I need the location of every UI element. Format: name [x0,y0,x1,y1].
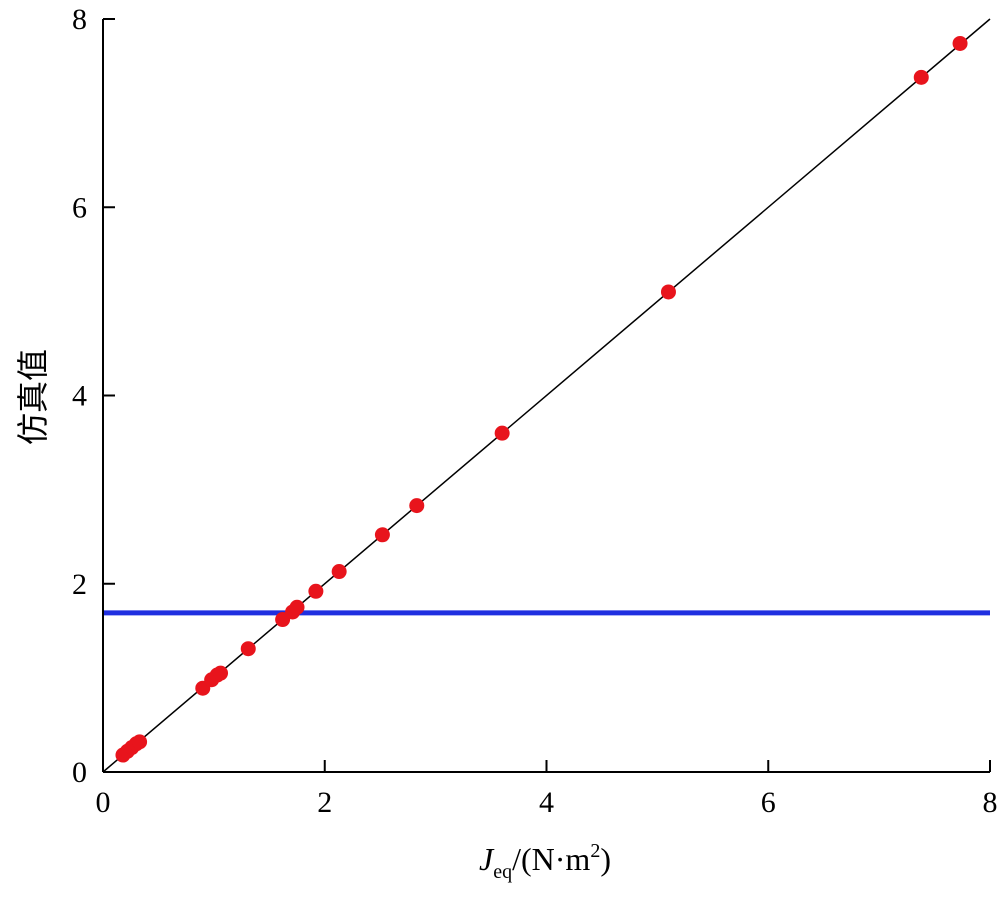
x-tick-label: 2 [317,786,332,819]
data-point [952,35,968,51]
data-point [240,641,256,657]
y-axis-label: 仿真值 [15,349,51,445]
x-tick-label: 0 [96,786,111,819]
data-point [913,69,929,85]
x-axis-label-main: J [479,841,495,877]
y-tick-label: 2 [72,568,87,601]
x-axis-label: Jeq/(N·m2) [479,840,611,883]
data-point [409,498,425,514]
data-point [213,665,229,681]
x-axis-label-close: ) [600,841,611,877]
x-tick-label: 4 [539,786,554,819]
data-points [115,35,968,763]
x-axis-label-superscript: 2 [590,840,600,862]
x-axis-label-subscript: eq [493,861,512,883]
data-point [331,564,347,580]
data-point [132,734,148,750]
y-tick-label: 8 [72,3,87,36]
y-tick-label: 0 [72,756,87,789]
data-point [374,527,390,543]
x-tick-label: 8 [983,786,998,819]
data-point [289,599,305,615]
fit-line [102,18,991,773]
y-tick-label: 4 [72,380,87,413]
x-axis-label-unit: /(N·m [512,841,590,877]
y-axis-ticks: 0 2 4 6 8 [72,3,115,789]
data-point [494,425,510,441]
data-point [308,583,324,599]
x-axis-ticks: 0 2 4 6 8 [96,760,998,819]
reference-lines [102,18,991,773]
data-point [660,284,676,300]
x-tick-label: 6 [761,786,776,819]
y-tick-label: 6 [72,191,87,224]
